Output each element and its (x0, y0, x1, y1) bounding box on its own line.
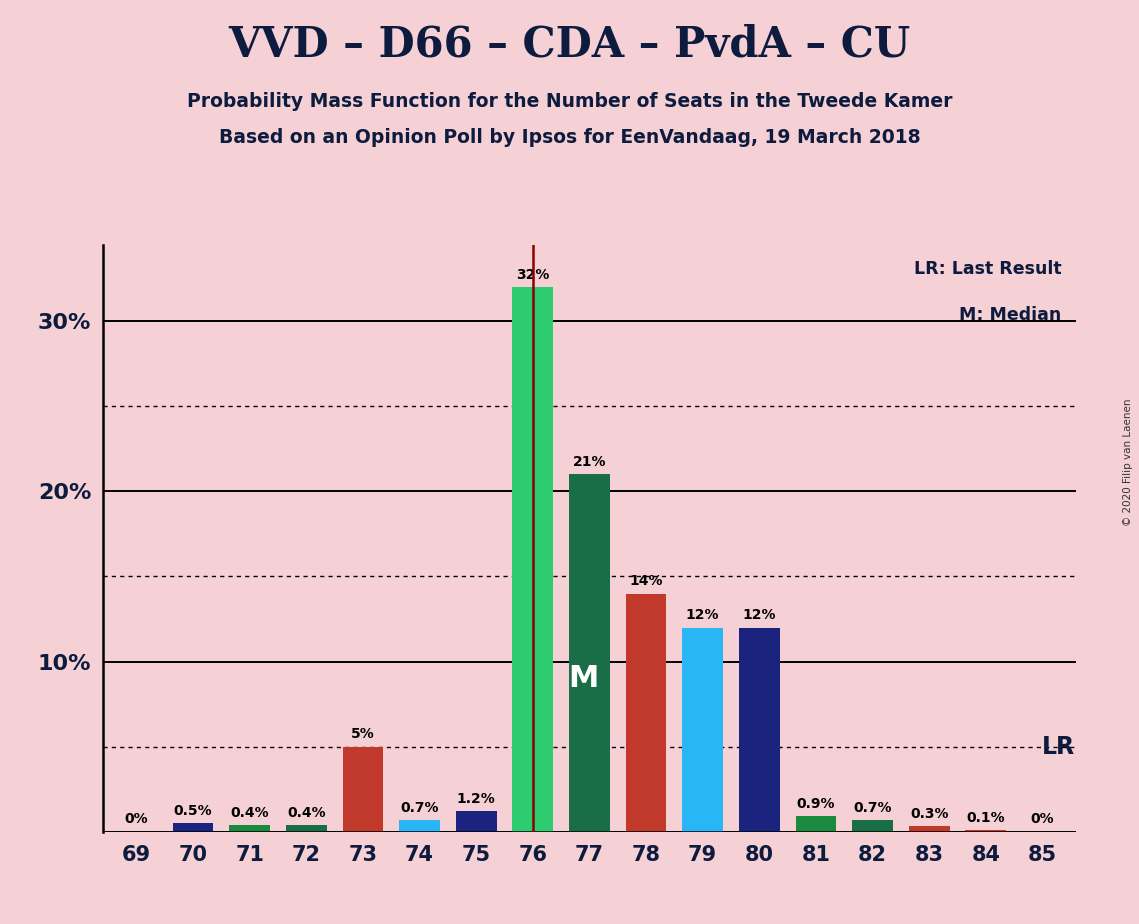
Bar (570, 474, 609, 832)
Bar (286, 825, 327, 832)
Text: 0.1%: 0.1% (967, 810, 1005, 825)
Text: Based on an Opinion Poll by Ipsos for EenVandaag, 19 March 2018: Based on an Opinion Poll by Ipsos for Ee… (219, 128, 920, 147)
Text: LR: Last Result: LR: Last Result (915, 260, 1062, 277)
Bar (795, 816, 836, 832)
Text: 0.7%: 0.7% (853, 800, 892, 815)
Bar (456, 811, 497, 832)
Bar (229, 825, 270, 832)
Text: 32%: 32% (516, 268, 549, 282)
Bar (682, 627, 723, 832)
Bar (852, 820, 893, 832)
Text: 21%: 21% (573, 456, 606, 469)
Text: 1.2%: 1.2% (457, 792, 495, 806)
Text: 0.9%: 0.9% (796, 797, 835, 811)
Text: 0%: 0% (1031, 812, 1055, 826)
Text: M: M (568, 663, 599, 692)
Text: 0.4%: 0.4% (287, 806, 326, 820)
Bar (513, 287, 554, 832)
Text: VVD – D66 – CDA – PvdA – CU: VVD – D66 – CDA – PvdA – CU (229, 23, 910, 65)
Bar (173, 823, 213, 832)
Bar (625, 593, 666, 832)
Text: 12%: 12% (686, 608, 720, 623)
Text: 5%: 5% (351, 727, 375, 741)
Bar (399, 820, 440, 832)
Text: 12%: 12% (743, 608, 776, 623)
Bar (909, 826, 950, 832)
Text: 14%: 14% (630, 575, 663, 589)
Text: © 2020 Filip van Laenen: © 2020 Filip van Laenen (1123, 398, 1132, 526)
Text: 0.5%: 0.5% (174, 804, 212, 818)
Text: Probability Mass Function for the Number of Seats in the Tweede Kamer: Probability Mass Function for the Number… (187, 92, 952, 112)
Bar (739, 627, 780, 832)
Text: LR: LR (1042, 735, 1075, 759)
Text: 0.7%: 0.7% (400, 800, 439, 815)
Text: 0.3%: 0.3% (910, 808, 949, 821)
Bar (966, 830, 1006, 832)
Text: M: Median: M: Median (959, 307, 1062, 324)
Bar (343, 747, 384, 832)
Text: 0.4%: 0.4% (230, 806, 269, 820)
Text: 0%: 0% (124, 812, 148, 826)
